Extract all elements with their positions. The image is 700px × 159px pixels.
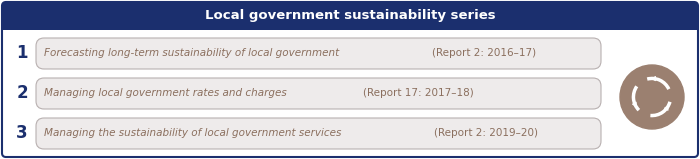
FancyBboxPatch shape	[36, 38, 601, 69]
FancyBboxPatch shape	[36, 118, 601, 149]
Text: Local government sustainability series: Local government sustainability series	[204, 10, 496, 23]
Circle shape	[620, 65, 684, 129]
Text: Managing the sustainability of local government services: Managing the sustainability of local gov…	[44, 128, 344, 138]
Text: (Report 17: 2017–18): (Report 17: 2017–18)	[363, 89, 474, 98]
Bar	[2, 16, 698, 30]
Text: 3: 3	[16, 124, 28, 142]
Text: 1: 1	[16, 45, 28, 62]
Text: 2: 2	[16, 84, 28, 103]
FancyBboxPatch shape	[36, 78, 601, 109]
FancyBboxPatch shape	[2, 2, 698, 30]
Text: Managing local government rates and charges: Managing local government rates and char…	[44, 89, 290, 98]
Text: (Report 2: 2019–20): (Report 2: 2019–20)	[435, 128, 538, 138]
Text: (Report 2: 2016–17): (Report 2: 2016–17)	[432, 48, 536, 59]
FancyBboxPatch shape	[2, 2, 698, 157]
Text: Forecasting long-term sustainability of local government: Forecasting long-term sustainability of …	[44, 48, 342, 59]
